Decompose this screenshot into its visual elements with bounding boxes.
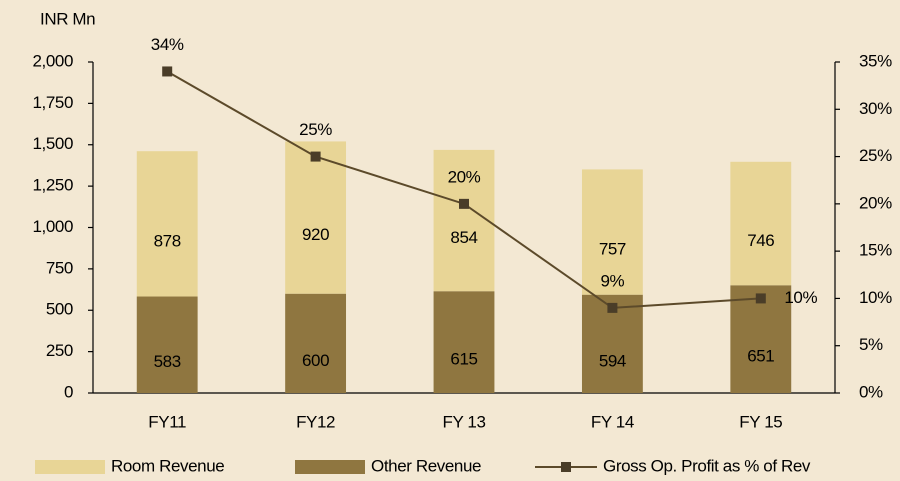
line-marker [310, 151, 321, 162]
data-label: 10% [784, 288, 817, 307]
data-label: 615 [450, 350, 477, 369]
x-tick-label: FY12 [296, 412, 335, 431]
legend-label: Room Revenue [111, 456, 224, 475]
data-label: 583 [154, 352, 181, 371]
y-tick-label: 1,000 [32, 217, 73, 236]
y-tick-label: 2,000 [32, 51, 73, 70]
bar-segment [433, 149, 495, 292]
data-label: 25% [299, 120, 332, 139]
x-tick-label: FY 13 [442, 412, 485, 431]
line-marker [607, 302, 618, 313]
y-tick-label: 750 [46, 258, 73, 277]
legend-swatch [295, 460, 365, 474]
y2-tick-label: 30% [859, 99, 892, 118]
data-label: 757 [599, 240, 626, 259]
data-label: 20% [448, 167, 481, 186]
data-label: 854 [450, 228, 477, 247]
data-label: 746 [747, 231, 774, 250]
x-tick-label: FY11 [148, 412, 186, 431]
y-axis-label: INR Mn [40, 9, 95, 28]
legend-marker [561, 462, 571, 472]
y2-tick-label: 35% [859, 51, 892, 70]
data-label: 878 [154, 231, 181, 250]
y2-tick-label: 10% [859, 288, 892, 307]
y-tick-label: 500 [46, 300, 73, 319]
bar-segment [285, 141, 347, 294]
bar-segment [136, 151, 198, 297]
line-marker [459, 198, 469, 209]
bar-segment [136, 296, 198, 393]
bar-segment [581, 169, 643, 295]
x-tick-label: FY 15 [739, 412, 782, 431]
y2-tick-label: 5% [859, 335, 883, 354]
line-marker [162, 66, 173, 77]
y-tick-label: 1,750 [32, 93, 73, 112]
legend-swatch [35, 460, 105, 474]
legend-label: Gross Op. Profit as % of Rev [603, 456, 811, 475]
y-tick-label: 0 [64, 382, 73, 401]
y2-tick-label: 0% [859, 382, 883, 401]
data-label: 9% [601, 271, 625, 290]
x-tick-label: FY 14 [591, 412, 634, 431]
data-label: 594 [599, 351, 626, 370]
bar-segment [730, 161, 792, 286]
legend-label: Other Revenue [371, 456, 481, 475]
y2-tick-label: 25% [859, 146, 892, 165]
y2-tick-label: 15% [859, 241, 892, 260]
line-marker [755, 293, 766, 304]
y-tick-label: 250 [46, 341, 73, 360]
data-label: 34% [151, 35, 184, 54]
y-tick-label: 1,250 [32, 176, 73, 195]
data-label: 920 [302, 225, 329, 244]
data-label: 651 [747, 347, 774, 366]
bar-segment [285, 293, 347, 393]
y2-tick-label: 20% [859, 193, 892, 212]
bar-segment [433, 291, 495, 393]
y-tick-label: 1,500 [32, 134, 73, 153]
data-label: 600 [302, 351, 329, 370]
